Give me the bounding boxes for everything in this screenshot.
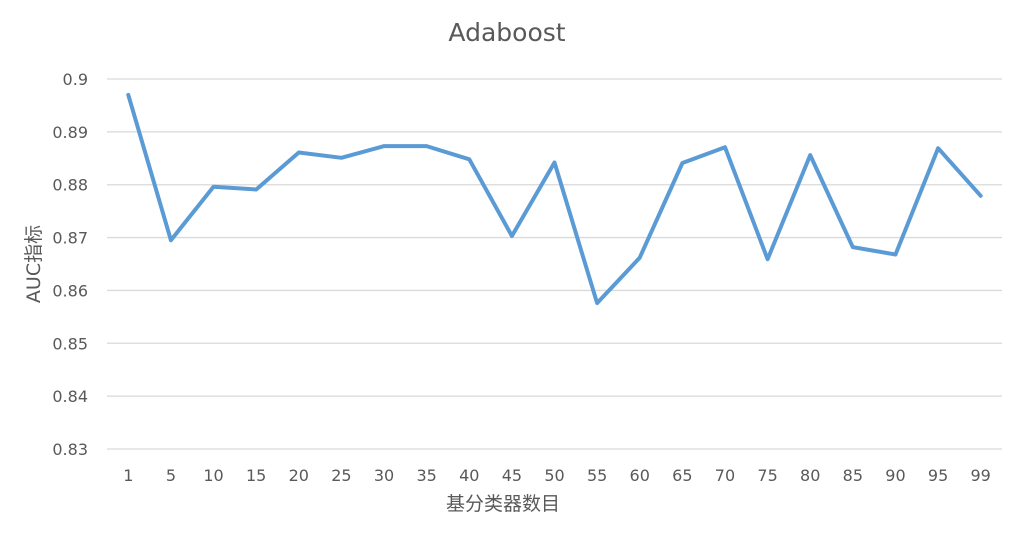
x-tick-label: 25 [331,466,351,485]
y-tick-label: 0.85 [52,334,88,353]
x-tick-label: 50 [544,466,564,485]
y-tick-labels: 0.83 0.84 0.85 0.86 0.87 0.88 0.89 0.9 [52,70,88,459]
x-tick-labels: 1 5 10 15 20 25 30 35 40 45 50 55 60 65 70 75 80 85 90 95 99 [123,466,991,485]
x-tick-label: 80 [800,466,820,485]
x-tick-label: 30 [374,466,394,485]
series-line [126,92,983,306]
x-tick-label: 99 [971,466,991,485]
series-lines [126,92,983,306]
y-tick-label: 0.86 [52,281,88,300]
x-tick-label: 45 [502,466,522,485]
gridlines [107,78,1002,450]
y-tick-label: 0.87 [52,229,88,248]
x-tick-label: 1 [123,466,133,485]
x-tick-label: 15 [246,466,266,485]
x-tick-label: 85 [843,466,863,485]
y-tick-label: 0.9 [63,70,88,89]
x-tick-label: 20 [289,466,309,485]
x-tick-label: 90 [885,466,905,485]
y-tick-label: 0.84 [52,387,88,406]
y-axis-label: AUC指标 [23,225,45,303]
x-tick-label: 60 [630,466,650,485]
chart-title: Adaboost [448,18,565,47]
x-tick-label: 40 [459,466,479,485]
x-axis-label: 基分类器数目 [446,493,560,515]
x-tick-label: 5 [166,466,176,485]
y-tick-label: 0.89 [52,123,88,142]
x-tick-label: 95 [928,466,948,485]
x-tick-label: 65 [672,466,692,485]
x-tick-label: 75 [757,466,777,485]
y-tick-label: 0.83 [52,440,88,459]
x-tick-label: 10 [203,466,223,485]
x-tick-label: 55 [587,466,607,485]
x-tick-label: 35 [416,466,436,485]
x-tick-label: 70 [715,466,735,485]
y-tick-label: 0.88 [52,176,88,195]
